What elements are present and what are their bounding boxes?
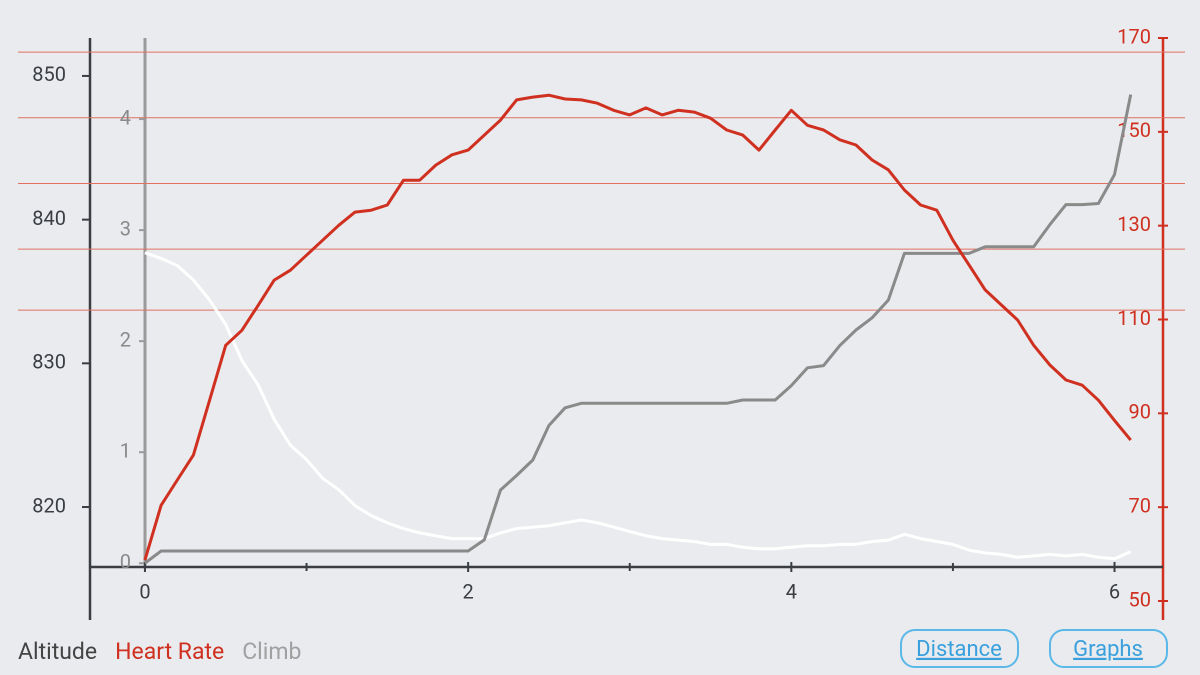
legend-label: Altitude: [18, 638, 97, 665]
y-tick-label: 820: [32, 493, 66, 517]
button-border[interactable]: [1049, 629, 1168, 668]
y3-tick-label: 3: [120, 216, 131, 240]
y2-tick-label: 90: [1129, 400, 1151, 424]
legend: Altitude Heart Rate Climb: [18, 638, 301, 665]
graphs-button[interactable]: Graphs: [1049, 629, 1168, 668]
distance-button[interactable]: Distance: [900, 629, 1019, 668]
x-tick-label: 0: [139, 579, 150, 603]
x-tick-label: 6: [1109, 579, 1120, 603]
series-line: [143, 93, 1132, 561]
button-label[interactable]: Graphs: [1073, 637, 1143, 662]
y-tick-label: 840: [32, 206, 66, 230]
y2-tick-label: 110: [1117, 306, 1151, 330]
legend-label: Climb: [242, 638, 301, 665]
series-line: [144, 251, 1132, 561]
series-line: [143, 94, 1133, 565]
button-border[interactable]: [900, 629, 1019, 668]
y2-tick-label: 170: [1117, 24, 1151, 48]
x-tick-label: 4: [786, 579, 797, 603]
y-tick-label: 830: [32, 350, 66, 374]
y2-tick-label: 50: [1129, 587, 1151, 611]
y2-tick-label: 130: [1117, 212, 1151, 236]
y3-tick-label: 4: [120, 105, 131, 129]
y2-tick-label: 70: [1129, 493, 1151, 517]
y3-tick-label: 2: [120, 327, 131, 351]
button-label[interactable]: Distance: [916, 637, 1002, 662]
y3-tick-label: 0: [120, 550, 131, 574]
y-tick-label: 850: [32, 62, 66, 86]
legend-label: Heart Rate: [115, 638, 224, 665]
x-tick-label: 2: [463, 579, 474, 603]
y3-tick-label: 1: [120, 438, 131, 462]
